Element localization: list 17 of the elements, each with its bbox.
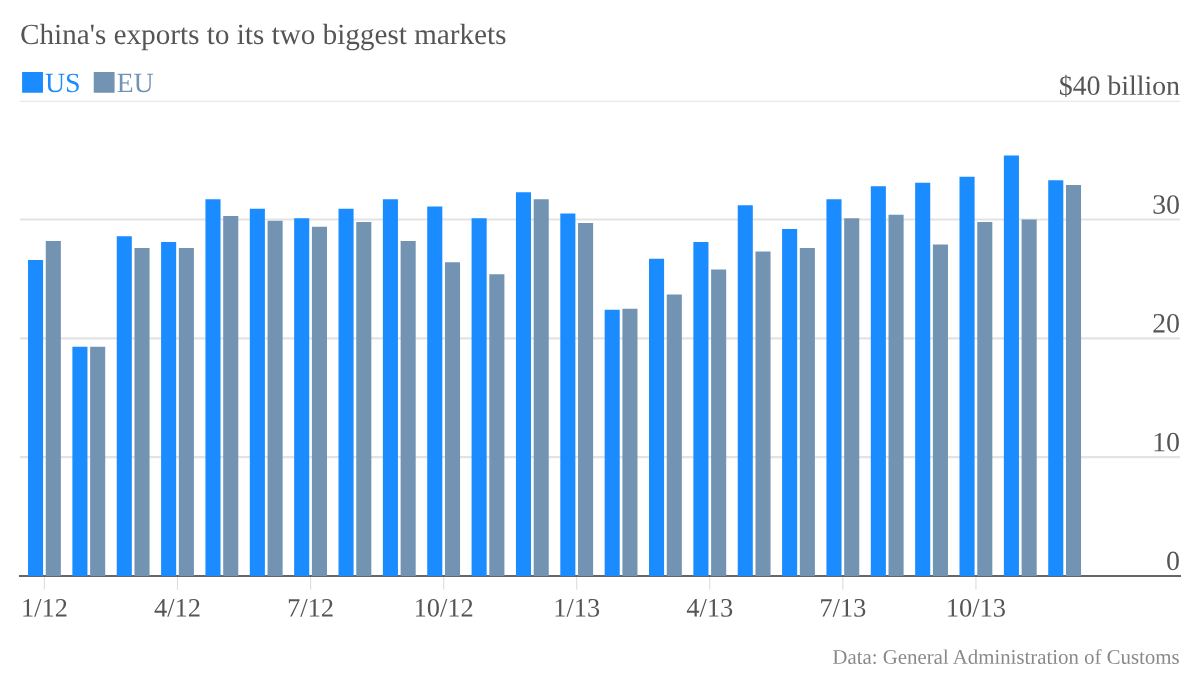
x-tick-label: 7/13	[821, 599, 866, 617]
x-tick-label: 10/12	[415, 598, 473, 617]
text: Data: General Administration of Customs	[833, 649, 1179, 665]
x-tick-label: 4/12	[154, 599, 200, 617]
x-tick-label: 10/13	[948, 598, 1005, 617]
x-tick-label: 4/13	[686, 599, 733, 617]
x-tick-label: 7/12	[288, 599, 333, 617]
legend-label: EU	[117, 73, 154, 93]
x-tick-label: 1/13	[555, 599, 600, 617]
y-tick-label: 0	[1167, 551, 1179, 571]
legend-label: US	[45, 73, 79, 93]
y-tick-label: 20	[1153, 313, 1179, 333]
y-tick-label: 30	[1153, 195, 1179, 214]
y-tick-label: 10	[1154, 432, 1179, 452]
chart-title: China's exports to its two biggest markets	[21, 23, 506, 51]
y-tick-label: $40 billion	[1060, 74, 1180, 97]
x-tick-label: 1/12	[23, 599, 67, 617]
